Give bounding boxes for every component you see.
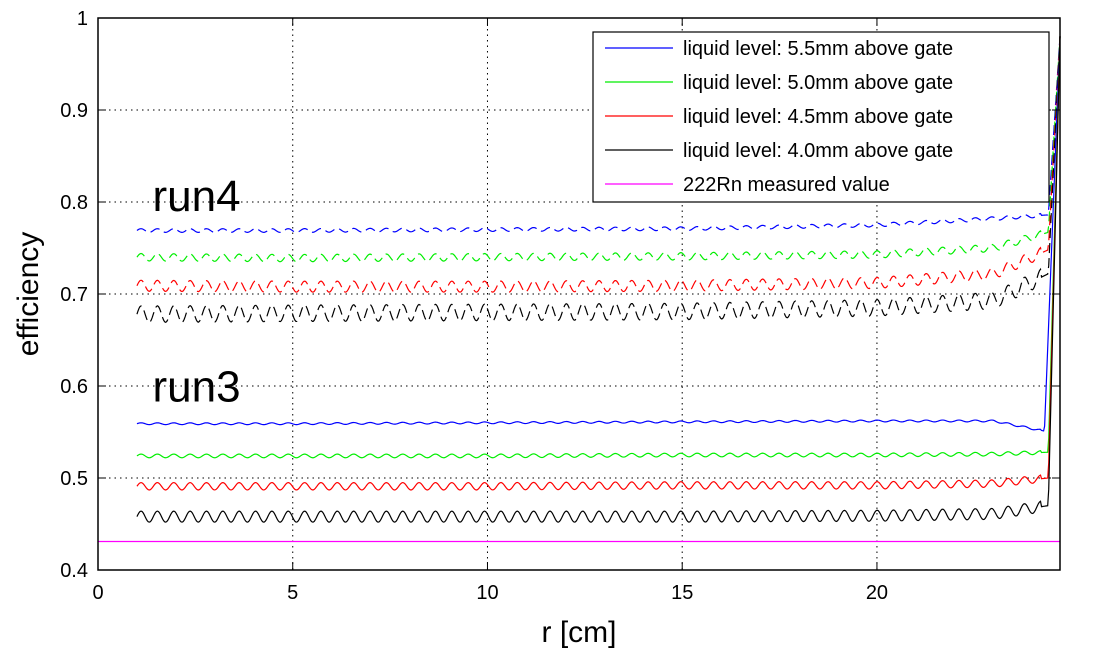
- x-tick-label: 10: [476, 582, 498, 604]
- series-line-run3: [136, 36, 1061, 491]
- x-tick-label: 5: [287, 582, 298, 604]
- legend-box: [592, 31, 1050, 203]
- legend-label: liquid level: 5.5mm above gate: [683, 38, 953, 60]
- series-line-run3: [136, 36, 1061, 459]
- legend-label: liquid level: 4.5mm above gate: [683, 106, 953, 128]
- annotations: run4 run3: [153, 172, 241, 411]
- series-line-run3: [136, 36, 1061, 523]
- x-tick-label: 20: [866, 582, 888, 604]
- series-group-annotation: run3: [153, 363, 241, 412]
- series-line-run4: [136, 36, 1061, 233]
- plot-series: [98, 36, 1061, 543]
- y-tick-label: 0.7: [60, 284, 88, 306]
- x-tick-label: 0: [92, 582, 103, 604]
- y-tick-label: 1: [77, 8, 88, 30]
- series-line-run4: [136, 36, 1061, 263]
- y-tick-label: 0.9: [60, 100, 88, 122]
- legend: liquid level: 5.5mm above gate liquid lev…: [592, 31, 1050, 203]
- grid-lines: [98, 18, 1060, 570]
- series-line-run4: [136, 36, 1061, 293]
- legend-label: 222Rn measured value: [683, 174, 890, 196]
- y-tick-label: 0.6: [60, 376, 88, 398]
- y-tick-label: 0.4: [60, 560, 88, 582]
- legend-label: liquid level: 4.0mm above gate: [683, 140, 953, 162]
- series-group-annotation: run4: [153, 172, 241, 221]
- y-tick-label: 0.5: [60, 468, 88, 490]
- series-line-run3: [136, 36, 1061, 432]
- legend-label: liquid level: 5.0mm above gate: [683, 72, 953, 94]
- x-axis-title: r [cm]: [542, 616, 617, 649]
- series-line-run4: [136, 36, 1061, 324]
- x-tick-label: 15: [671, 582, 693, 604]
- y-axis-title: efficiency: [12, 232, 45, 357]
- y-tick-label: 0.8: [60, 192, 88, 214]
- axis-ticks: 0 5 10 15 20 0.4 0.5 0.6 0.7 0.8 0.9 1: [60, 8, 1060, 604]
